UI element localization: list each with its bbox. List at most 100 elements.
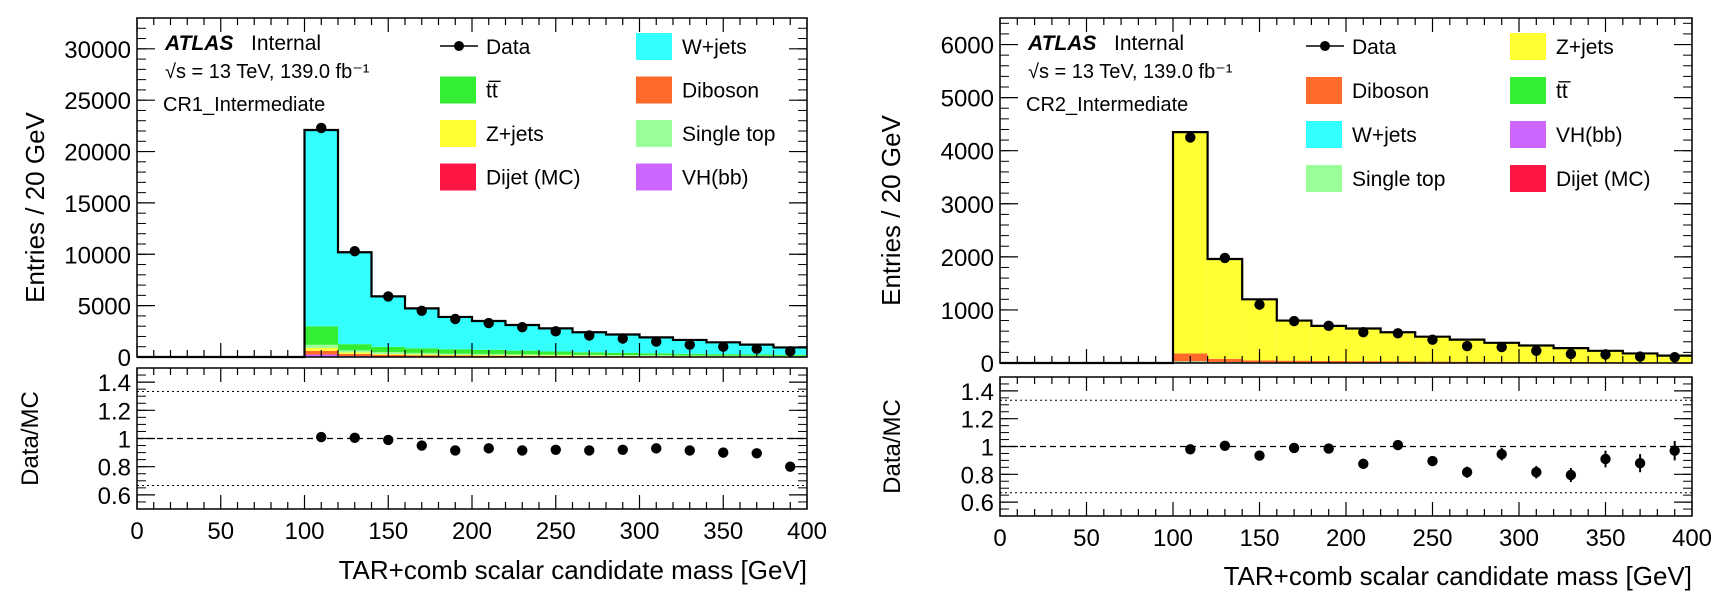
x-tick-label: 300 [1499,525,1539,552]
x-tick-label: 200 [452,518,492,545]
ratio-point-11 [1566,470,1576,480]
ratio-point-10 [651,443,661,453]
x-tick-label: 200 [1326,525,1366,552]
bar-tt-bin-1 [338,344,372,350]
data-point-8 [1462,341,1472,351]
legend-label: tt̅ [486,80,502,103]
legend-swatch [1510,77,1546,104]
region-label: CR1_Intermediate [163,94,325,116]
legend-swatch [636,77,672,104]
ratio-point-0 [1185,444,1195,454]
ratio-y-tick-label: 0.6 [98,483,131,510]
x-tick-label: 250 [536,518,576,545]
legend-label: Data [486,36,531,59]
ratio-point-4 [1324,443,1334,453]
legend-item: Single top [636,120,775,147]
main-y-tick-label: 10000 [64,242,131,269]
legend-label: Single top [682,123,775,146]
main-y-tick-label: 15000 [64,191,131,218]
y-axis-title: Entries / 20 GeV [876,114,906,305]
ratio-point-4 [450,445,460,455]
x-tick-label: 350 [1585,525,1625,552]
x-tick-label: 100 [1153,525,1193,552]
legend: Data W+jets tt̅ Diboson Z+jets Single top Dije… [440,33,775,191]
ratio-y-axis-title: Data/MC [879,399,906,494]
legend-label: Z+jets [1556,36,1614,59]
x-axis-title: TAR+comb scalar candidate mass [GeV] [1224,561,1692,591]
ratio-point-12 [1600,454,1610,464]
region-label: CR2_Intermediate [1026,94,1188,116]
ratio-point-9 [1497,449,1507,459]
data-point-6 [1393,328,1403,338]
legend-item: VH(bb) [636,164,749,191]
legend-label: Z+jets [486,123,544,146]
data-point-3 [1289,316,1299,326]
main-y-tick-label: 25000 [64,88,131,115]
legend-swatch [636,164,672,191]
main-y-tick-label: 2000 [941,245,994,272]
x-tick-label: 50 [1073,525,1100,552]
data-point-5 [1358,327,1368,337]
x-tick-label: 350 [703,518,743,545]
x-tick-label: 100 [284,518,324,545]
energy-lumi-label: √s = 13 TeV, 139.0 fb⁻¹ [165,61,370,83]
ratio-point-8 [584,445,594,455]
x-axis-title: TAR+comb scalar candidate mass [GeV] [339,555,807,585]
atlas-status: Internal [251,32,321,55]
legend-item: Z+jets [1510,33,1614,60]
data-point-2 [383,291,393,301]
ratio-point-7 [1427,456,1437,466]
ratio-y-axis-title: Data/MC [17,391,44,486]
bar-z-jets-bin-0 [1173,132,1208,353]
ratio-point-7 [551,445,561,455]
main-y-tick-label: 5000 [78,294,131,321]
ratio-point-12 [718,447,728,457]
legend-item: Data [440,36,531,59]
main-y-tick-label: 4000 [941,139,994,166]
legend-swatch [636,120,672,147]
atlas-label: ATLAS [1027,32,1096,55]
ratio-y-tick-label: 1 [981,435,994,462]
legend-label: W+jets [682,36,747,59]
x-tick-label: 0 [993,525,1006,552]
ratio-y-tick-label: 1.4 [98,370,131,397]
data-point-1 [1220,253,1230,263]
legend-label: VH(bb) [682,167,749,190]
legend-swatch [1510,165,1546,192]
stack-outline [1000,132,1692,363]
legend-data-marker [454,41,464,51]
ratio-point-10 [1531,467,1541,477]
legend-swatch [636,33,672,60]
ratio-y-tick-label: 1.2 [98,398,131,425]
stack-histogram [1173,132,1692,363]
ratio-point-9 [618,445,628,455]
legend-label: Dijet (MC) [486,167,581,190]
x-tick-label: 250 [1412,525,1452,552]
legend-swatch [440,77,476,104]
legend-label: Diboson [682,80,759,103]
legend-swatch [1510,33,1546,60]
main-y-tick-label: 0 [118,345,131,372]
bar-z-jets-bin-4 [1311,326,1346,361]
x-tick-label: 400 [1672,525,1712,552]
bar-single-top-bin-0 [305,345,339,348]
data-point-2 [1254,299,1264,309]
ratio-point-1 [350,433,360,443]
data-point-0 [1185,132,1195,142]
data-point-3 [417,306,427,316]
bar-w-jets-bin-1 [338,252,372,344]
data-point-0 [316,123,326,133]
bar-w-jets-bin-0 [305,130,339,326]
atlas-status: Internal [1114,32,1184,55]
ratio-point-2 [383,435,393,445]
legend-swatch [1306,77,1342,104]
data-point-10 [651,336,661,346]
data-point-7 [551,326,561,336]
ratio-point-2 [1254,450,1264,460]
legend-data-marker [1320,41,1330,51]
ratio-y-tick-label: 0.8 [98,455,131,482]
